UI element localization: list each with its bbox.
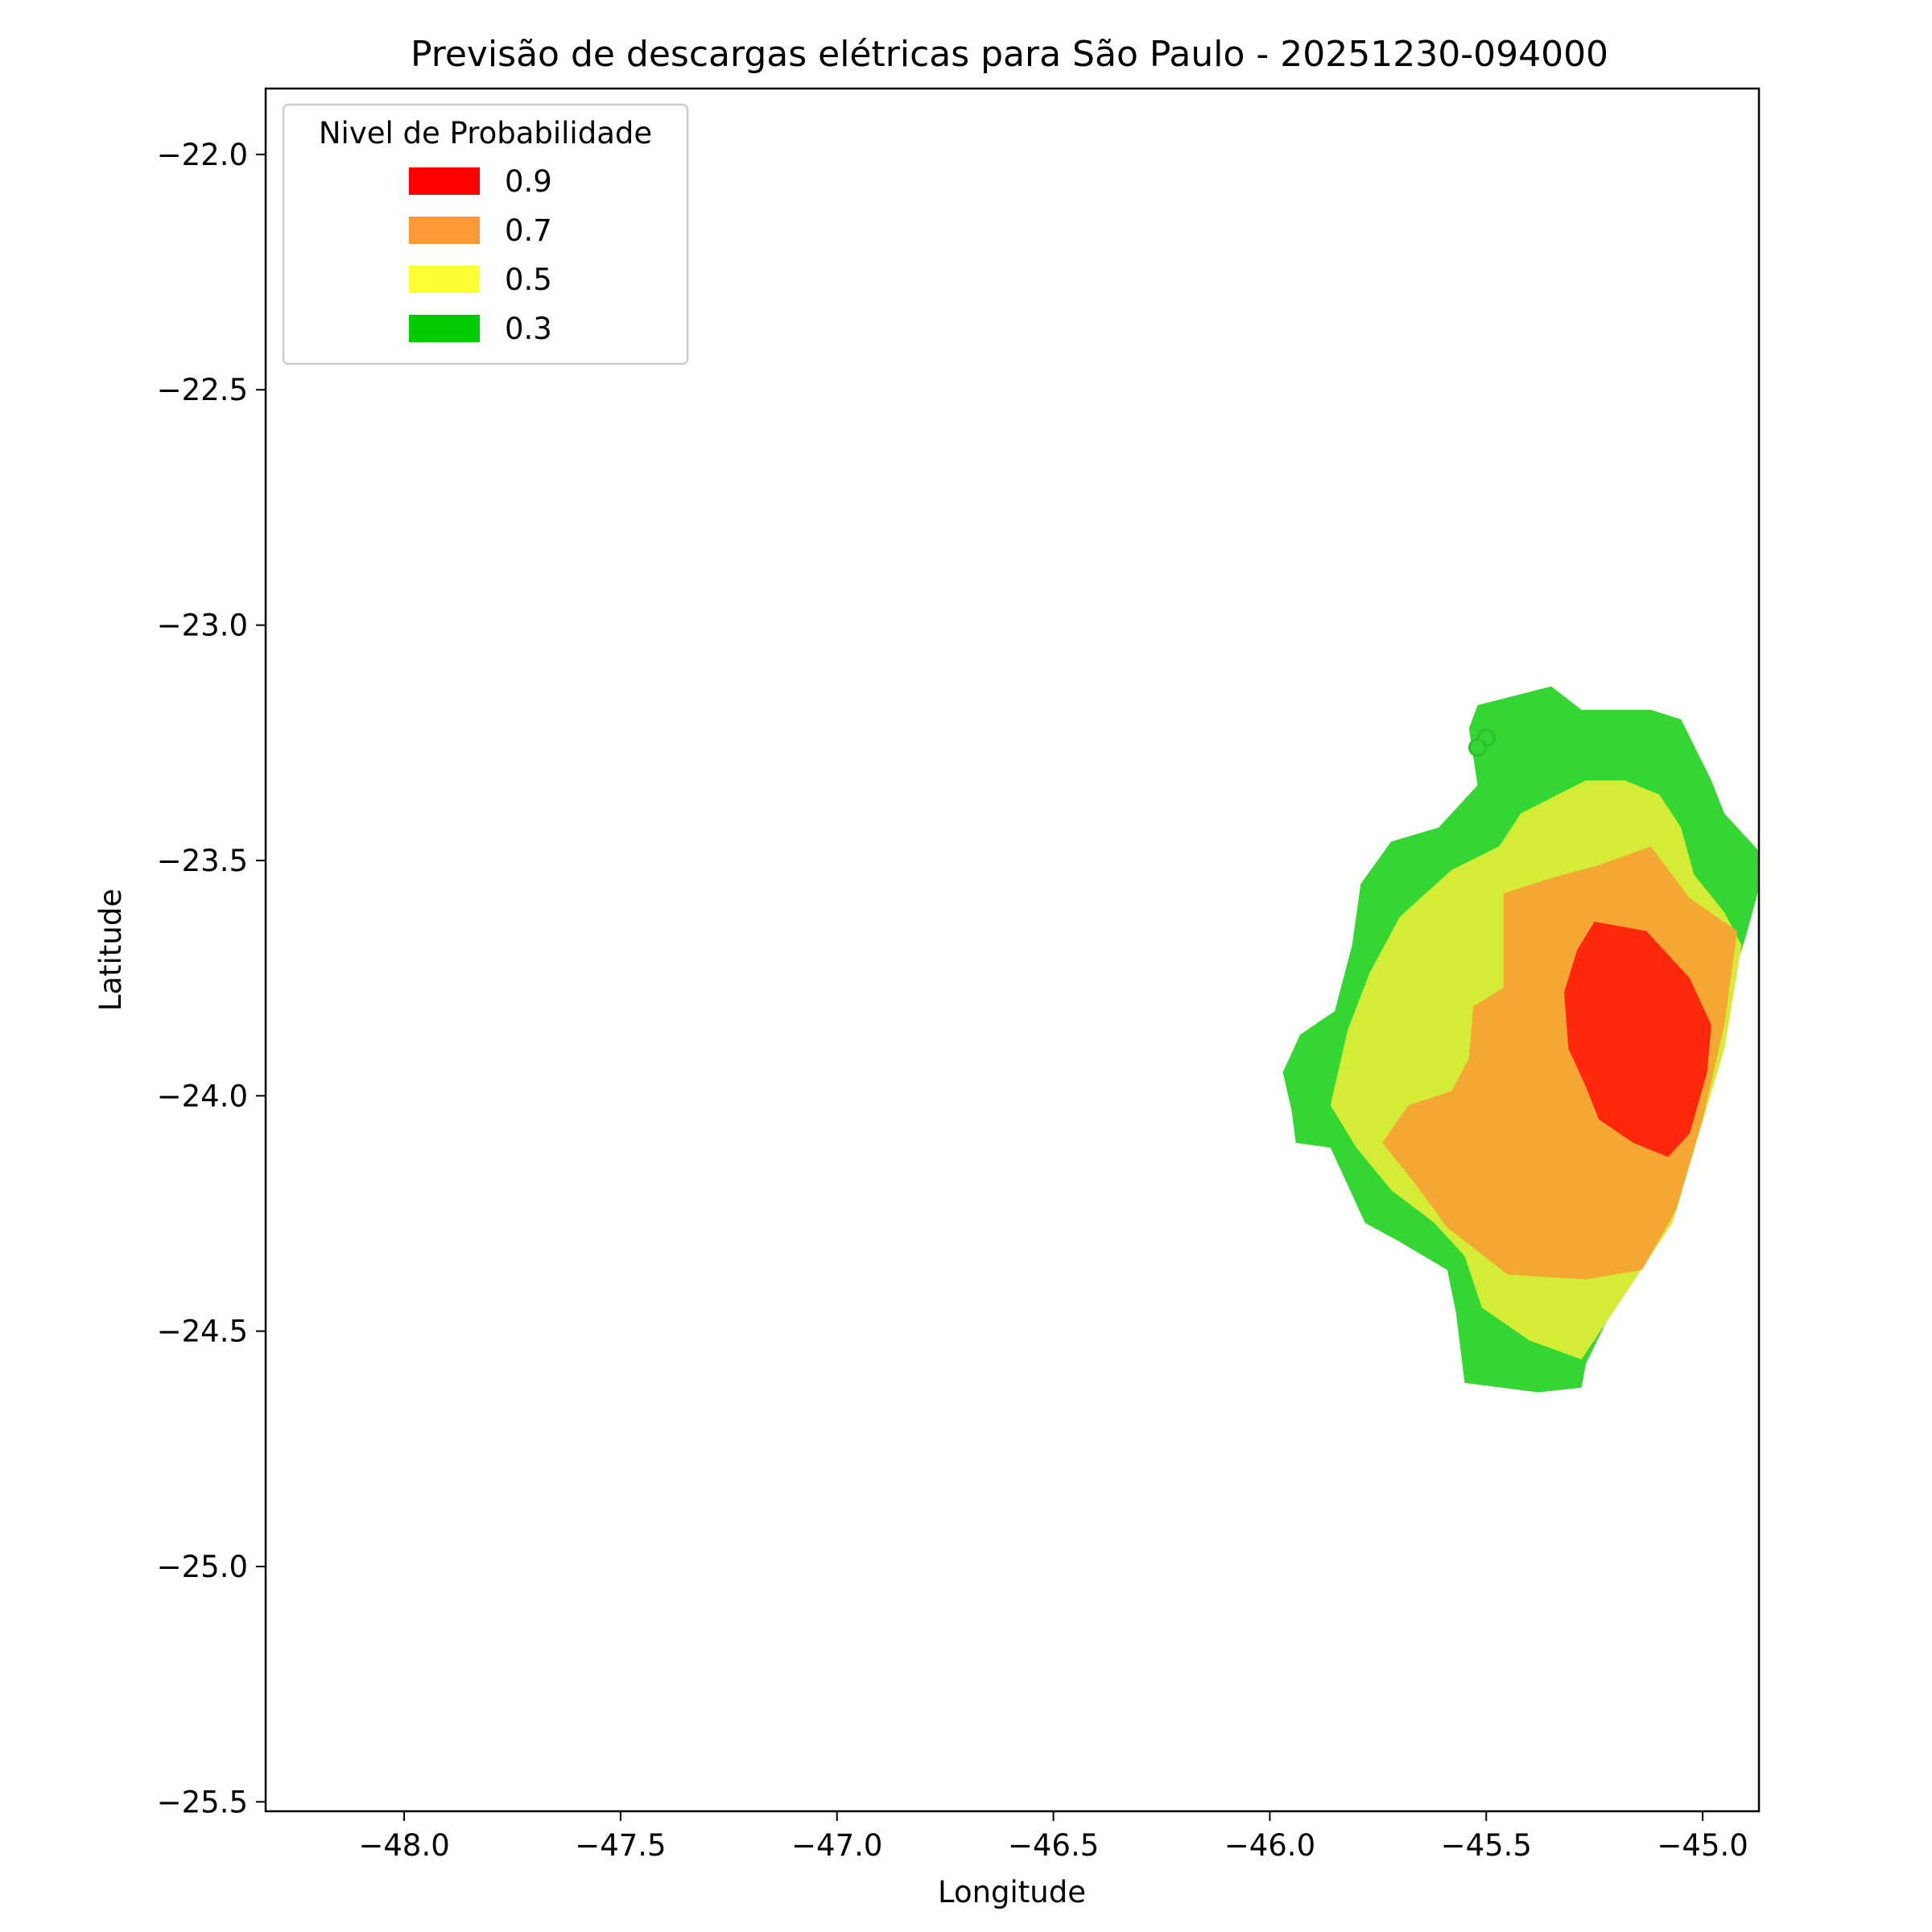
- y-tick-label: −24.5: [157, 1315, 248, 1349]
- legend-entries: 0.9 0.7 0.5 0.3: [409, 164, 552, 346]
- x-axis: −48.0 −47.5 −47.0 −46.5 −46.0 −45.5 −45.0: [358, 1811, 1748, 1863]
- x-tick-label: −47.0: [791, 1828, 882, 1863]
- x-tick-label: −47.5: [575, 1828, 666, 1863]
- legend-title: Nivel de Probabilidade: [319, 116, 652, 151]
- legend-label: 0.9: [505, 164, 552, 199]
- legend-swatch: [409, 167, 480, 195]
- y-tick-label: −22.5: [157, 373, 248, 407]
- contour-region-0-9: [1564, 921, 1711, 1158]
- legend-label: 0.5: [505, 262, 552, 297]
- contour-dot-1: [1468, 738, 1487, 758]
- y-tick-label: −24.0: [157, 1079, 248, 1113]
- legend-swatch: [409, 217, 480, 244]
- legend-swatch: [409, 315, 480, 342]
- y-tick-label: −22.0: [157, 138, 248, 172]
- x-tick-label: −45.0: [1657, 1828, 1748, 1863]
- x-tick-label: −46.0: [1224, 1828, 1315, 1863]
- legend-label: 0.7: [505, 213, 552, 248]
- y-tick-label: −23.0: [157, 609, 248, 643]
- legend-swatch: [409, 266, 480, 293]
- legend-label: 0.3: [505, 312, 552, 346]
- legend-box: [282, 103, 689, 365]
- chart-title: Previsão de descargas elétricas para São…: [411, 34, 1608, 75]
- plot-area: [1282, 686, 1759, 1393]
- x-tick-label: −45.5: [1441, 1828, 1532, 1863]
- y-axis-label: Latitude: [93, 889, 128, 1011]
- plot-frame: [264, 87, 1761, 1813]
- y-tick-label: −25.5: [157, 1785, 248, 1819]
- y-tick-label: −25.0: [157, 1550, 248, 1584]
- x-axis-label: Longitude: [938, 1875, 1086, 1909]
- y-axis: −22.0 −22.5 −23.0 −23.5 −24.0 −24.5 −25.0 −25.5: [157, 138, 266, 1819]
- x-tick-label: −48.0: [358, 1828, 449, 1863]
- legend: Nivel de Probabilidade 0.9 0.7 0.5 0.3: [282, 103, 689, 365]
- x-tick-label: −46.5: [1008, 1828, 1099, 1863]
- y-tick-label: −23.5: [157, 844, 248, 878]
